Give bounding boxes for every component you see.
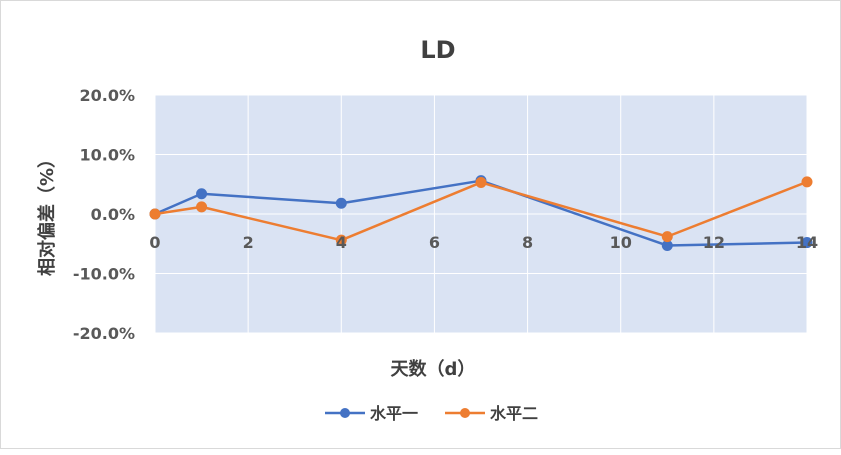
legend-marker [460, 408, 470, 418]
legend-label: 水平一 [370, 404, 418, 423]
gridlines [154, 94, 808, 334]
x-tick-label: 2 [243, 233, 254, 252]
x-tick-label: 0 [149, 233, 160, 252]
data-point [196, 188, 208, 200]
data-point [196, 201, 208, 213]
data-point [335, 234, 347, 246]
data-point [661, 231, 673, 243]
data-point [801, 237, 813, 249]
x-tick-label: 4 [336, 233, 347, 252]
legend-marker [340, 408, 350, 418]
x-tick-label: 12 [703, 233, 725, 252]
series-lines [149, 175, 813, 252]
chart-title: LD [420, 36, 455, 64]
data-point [475, 176, 487, 188]
x-axis-ticks: 0 2 4 6 8 10 12 14 [149, 233, 818, 252]
x-tick-label: 14 [796, 233, 818, 252]
y-tick-label: -20.0% [73, 324, 135, 343]
y-tick-label: 20.0% [79, 86, 135, 105]
data-point [801, 176, 813, 188]
y-tick-label: 0.0% [91, 205, 135, 224]
x-axis-label: 天数（d） [391, 358, 476, 380]
legend-label: 水平二 [490, 404, 538, 423]
x-tick-label: 6 [429, 233, 440, 252]
y-tick-label: 10.0% [79, 146, 135, 165]
series-line [154, 179, 808, 247]
x-tick-label: 8 [522, 233, 533, 252]
y-axis-label: 相对偏差（%） [36, 150, 58, 276]
data-point [149, 208, 161, 220]
y-axis-ticks: 20.0% 10.0% 0.0% -10.0% -20.0% [73, 86, 135, 343]
series-line [154, 180, 808, 242]
x-tick-label: 10 [610, 233, 632, 252]
legend: 水平一 水平二 [325, 404, 538, 423]
data-point [335, 197, 347, 209]
y-tick-label: -10.0% [73, 265, 135, 284]
